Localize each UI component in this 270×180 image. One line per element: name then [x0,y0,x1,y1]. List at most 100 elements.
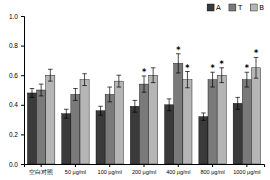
legend-item: B [250,4,264,12]
error-bar [176,54,181,73]
error-bar [151,68,156,83]
x-tick-mark [144,164,145,167]
bar [217,75,226,164]
x-tick-label: 1000 μg/ml [233,169,260,175]
error-bar [117,75,122,87]
x-tick-label: 800 μg/ml [200,169,224,175]
annotations: * * * * * * * [142,46,259,77]
bar [251,68,260,164]
legend-item: T [229,4,243,12]
y-tick-label: 0.0 [9,161,18,168]
legend-item: A [207,4,221,12]
bar [199,117,208,164]
x-tick: 50 μg/ml [65,164,86,175]
legend-label: T [237,4,243,12]
series-1 [37,54,252,164]
y-tick: 0.6 [9,72,24,79]
bar [96,111,105,164]
x-tick: 400 μg/ml [166,164,190,175]
error-bar [98,106,103,115]
error-bar [142,76,147,92]
y-tick-mark [21,105,24,106]
x-tick-mark [178,164,179,167]
error-bar [133,100,138,112]
annotation: * [245,64,250,73]
error-bar [167,99,172,111]
annotation: * [254,49,259,58]
y-tick-mark [21,16,24,17]
annotation: * [220,60,225,69]
bar [37,90,46,164]
chart-container: 0.0 0.2 0.4 0.6 0.8 1.0 空白对照 50 μg/ml 100 μg/ml 2… [0,0,270,180]
error-bar [235,97,240,109]
annotation: * [176,46,181,55]
bar [114,81,123,164]
error-bar [73,89,78,101]
y-axis-line [21,17,25,165]
annotation: * [185,64,190,73]
error-bar [219,68,224,83]
error-bar [245,72,250,87]
x-tick-label: 空白对照 [29,168,53,175]
annotation: * [210,64,215,73]
legend-swatch [229,4,236,11]
y-tick-label: 1.0 [9,13,18,20]
y-tick-label: 0.2 [9,131,18,138]
x-tick-label: 200 μg/ml [132,169,156,175]
bar [62,114,71,164]
y-tick: 0.8 [9,42,24,49]
y-tick-mark [21,46,24,47]
legend: ATB [207,4,264,12]
y-tick: 1.0 [9,13,24,20]
x-tick-label: 50 μg/ml [65,169,86,175]
bar [165,105,174,164]
error-bar [30,89,35,98]
y-tick-label: 0.8 [9,42,18,49]
x-tick-mark [109,164,110,167]
x-tick: 1000 μg/ml [233,164,260,175]
plot: 0.0 0.2 0.4 0.6 0.8 1.0 空白对照 50 μg/ml 100 μg/ml 2… [9,13,265,175]
y-tick-mark [21,134,24,135]
y-tick-mark [21,75,24,76]
bar [242,80,251,164]
error-bar [185,72,190,88]
error-bar [39,84,44,96]
x-tick-mark [212,164,213,167]
x-tick: 100 μg/ml [98,164,122,175]
y-tick: 0.4 [9,101,24,108]
legend-label: B [259,4,264,12]
legend-swatch [207,4,214,11]
chart-svg: 0.0 0.2 0.4 0.6 0.8 1.0 空白对照 50 μg/ml 100 μg/ml 2… [0,0,270,180]
bar [174,63,183,164]
x-axis: 空白对照 50 μg/ml 100 μg/ml 200 μg/ml 400 μg/ml 8… [25,164,265,175]
legend-label: A [216,4,221,12]
x-tick-mark [75,164,76,167]
error-bar [254,57,259,78]
error-bar [48,69,53,81]
bar [233,103,242,164]
x-tick-mark [246,164,247,167]
series-2 [46,57,261,164]
y-tick-label: 0.6 [9,72,18,79]
y-axis: 0.0 0.2 0.4 0.6 0.8 1.0 [9,13,25,168]
annotation: * [142,68,147,77]
bar [46,75,55,164]
y-tick-mark [21,164,24,165]
bar [80,80,89,164]
bar [105,94,114,164]
x-tick: 空白对照 [29,164,53,175]
error-bar [201,113,206,120]
bar [208,80,217,164]
y-tick-label: 0.4 [9,101,18,108]
error-bar [64,109,69,118]
bar [71,94,80,164]
legend-swatch [250,4,257,11]
error-bar [82,74,87,86]
x-tick: 200 μg/ml [132,164,156,175]
x-tick-label: 400 μg/ml [166,169,190,175]
error-bar [210,72,215,87]
error-bar [107,87,112,102]
y-tick: 0.2 [9,131,24,138]
bar [139,84,148,164]
x-tick: 800 μg/ml [200,164,224,175]
